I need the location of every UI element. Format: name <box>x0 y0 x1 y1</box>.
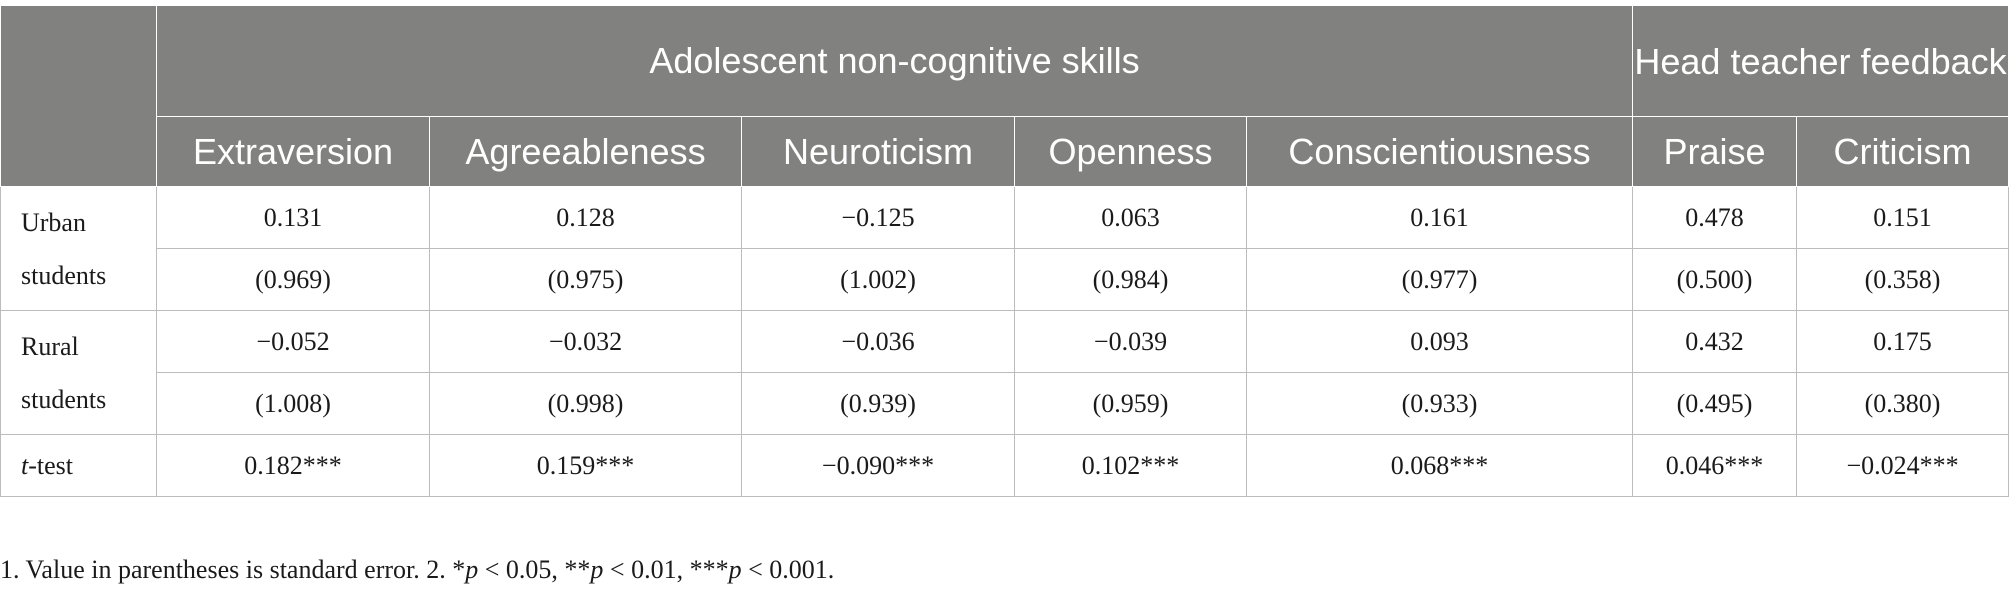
row-label-rural: Rural students <box>0 310 157 435</box>
column-header-extraversion: Extraversion <box>156 116 430 187</box>
row-label-urban: Urban students <box>0 186 157 311</box>
column-header-criticism: Criticism <box>1796 116 2009 187</box>
column-header-row: Extraversion Agreeableness Neuroticism O… <box>1 116 2009 187</box>
table-cell: (0.939) <box>741 372 1015 435</box>
table-cell: 0.432 <box>1632 310 1798 373</box>
table-cell: 0.131 <box>156 186 430 249</box>
footnote-part: < 0.001. <box>741 555 835 584</box>
table-cell: (0.998) <box>429 372 742 435</box>
table-cell: (0.975) <box>429 248 742 311</box>
footnote-part: 1. Value in parentheses is standard erro… <box>0 555 466 584</box>
table-cell: (0.358) <box>1796 248 2009 311</box>
table-cell: 0.175 <box>1796 310 2009 373</box>
ttest-label-italic: t <box>21 451 29 480</box>
footnote-p: p <box>728 555 742 584</box>
table-cell: (0.380) <box>1796 372 2009 435</box>
table-cell: −0.090*** <box>741 434 1015 497</box>
table-cell: −0.032 <box>429 310 742 373</box>
table-cell: 0.159*** <box>429 434 742 497</box>
column-header-conscientiousness: Conscientiousness <box>1245 116 1634 187</box>
statistics-table: Adolescent non-cognitive skills Head tea… <box>0 5 2009 497</box>
group-header-row: Adolescent non-cognitive skills Head tea… <box>0 5 2009 187</box>
column-header-openness: Openness <box>1014 116 1247 187</box>
table-cell: 0.182*** <box>156 434 430 497</box>
table-footnote: 1. Value in parentheses is standard erro… <box>0 555 834 585</box>
table-cell: (1.002) <box>741 248 1015 311</box>
table-cell: −0.125 <box>741 186 1015 249</box>
table-cell: (0.969) <box>156 248 430 311</box>
table-cell: (0.984) <box>1014 248 1247 311</box>
table-row-urban-mean: Urban students 0.131 0.128 −0.125 0.063 … <box>0 186 2009 311</box>
table-row-urban-error: (0.969) (0.975) (1.002) (0.984) (0.977) … <box>1 248 2009 311</box>
group-header-skills: Adolescent non-cognitive skills <box>155 5 1634 117</box>
footnote-part: < 0.05, ** <box>478 555 591 584</box>
column-header-agreeableness: Agreeableness <box>429 116 742 187</box>
table-cell: 0.046*** <box>1632 434 1798 497</box>
column-header-praise: Praise <box>1632 116 1798 187</box>
table-cell: 0.102*** <box>1014 434 1247 497</box>
ttest-label-rest: -test <box>28 451 73 480</box>
table-cell: 0.161 <box>1245 186 1634 249</box>
table-cell: (0.977) <box>1245 248 1634 311</box>
table-cell: 0.063 <box>1014 186 1247 249</box>
table-cell: 0.093 <box>1245 310 1634 373</box>
table-cell: (0.495) <box>1632 372 1798 435</box>
footnote-part: < 0.01, *** <box>603 555 729 584</box>
table-row-rural-mean: Rural students −0.052 −0.032 −0.036 −0.0… <box>0 310 2009 435</box>
table-cell: −0.052 <box>156 310 430 373</box>
table-cell: −0.039 <box>1014 310 1247 373</box>
table-cell: (0.500) <box>1632 248 1798 311</box>
group-header-feedback: Head teacher feedback <box>1632 5 2009 117</box>
row-label-ttest: t-test <box>0 434 157 497</box>
table-cell: (1.008) <box>156 372 430 435</box>
table-cell: 0.128 <box>429 186 742 249</box>
table-cell: (0.933) <box>1245 372 1634 435</box>
table-cell: −0.036 <box>741 310 1015 373</box>
table-cell: 0.068*** <box>1245 434 1634 497</box>
table-row-ttest: t-test 0.182*** 0.159*** −0.090*** 0.102… <box>0 434 2009 497</box>
footnote-p: p <box>465 555 479 584</box>
table-row-rural-error: (1.008) (0.998) (0.939) (0.959) (0.933) … <box>1 372 2009 435</box>
table-cell: −0.024*** <box>1796 434 2009 497</box>
footnote-p: p <box>590 555 604 584</box>
table-cell: 0.151 <box>1796 186 2009 249</box>
column-header-neuroticism: Neuroticism <box>741 116 1015 187</box>
corner-cell <box>0 5 157 187</box>
table-cell: 0.478 <box>1632 186 1798 249</box>
table-cell: (0.959) <box>1014 372 1247 435</box>
